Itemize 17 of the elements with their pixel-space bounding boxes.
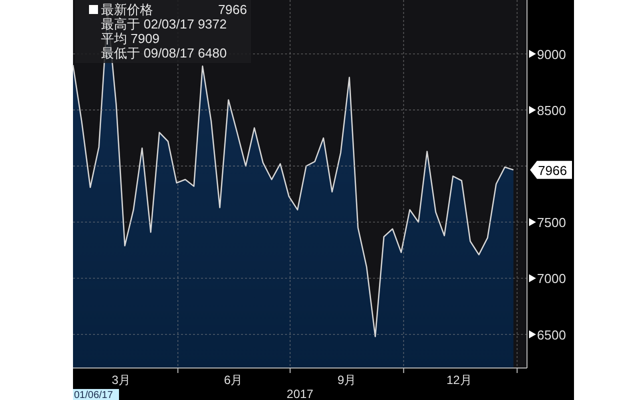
x-axis-title: 2017 — [286, 387, 314, 400]
y-tick-label: 7000 — [537, 271, 566, 286]
y-tick-label: 8500 — [537, 102, 566, 118]
y-tick-label: 7500 — [537, 215, 566, 230]
x-tick-label: 3月 — [112, 373, 130, 387]
x-tick-label: 9月 — [338, 373, 356, 387]
x-tick-label: 6月 — [224, 373, 243, 387]
annotation: 平均 7909 — [101, 31, 160, 46]
legend-label: 最新价格 — [101, 2, 153, 17]
annotation: 最高于 02/03/17 9372 — [101, 16, 227, 32]
y-tick-label: 9000 — [537, 46, 566, 62]
text: 01/06/17 — [74, 390, 114, 400]
x-tick-label: 12月 — [446, 373, 472, 387]
y-tick-label: 6500 — [537, 327, 566, 342]
annotation: 7966 — [218, 2, 247, 17]
annotation: 最低于 09/08/17 6480 — [101, 46, 227, 60]
annotation: 7966 — [538, 162, 567, 178]
